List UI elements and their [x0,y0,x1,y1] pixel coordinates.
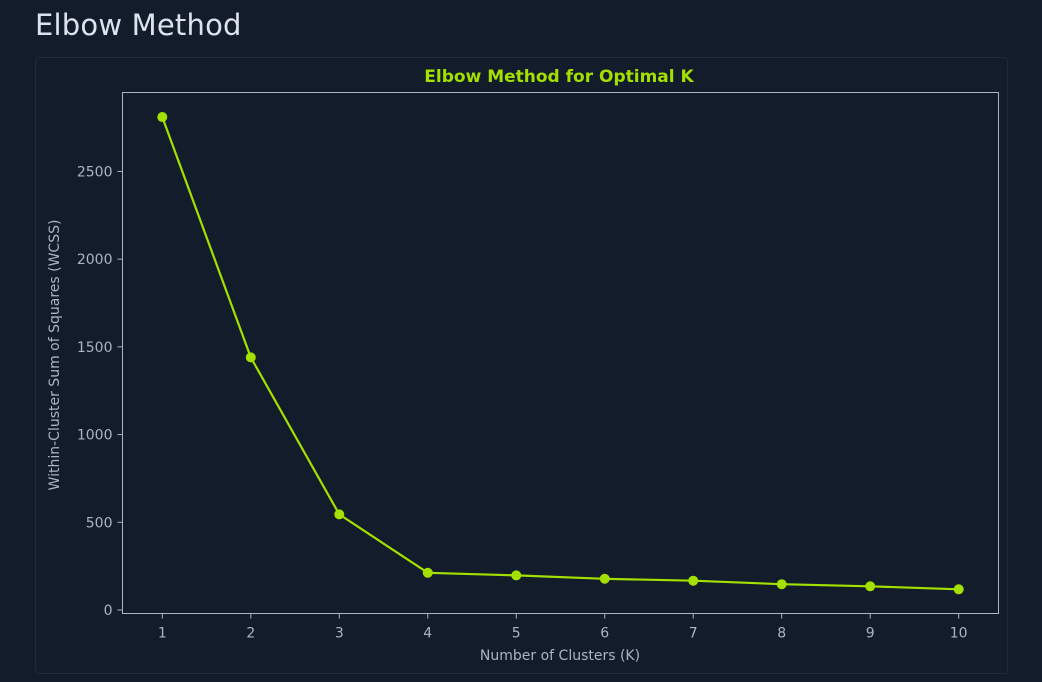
y-tick-label: 500 [86,515,113,531]
x-tick-label: 6 [600,626,609,642]
x-tick-label: 4 [423,626,432,642]
data-point [953,584,964,595]
data-point [865,581,876,592]
x-tick-label: 10 [950,626,968,642]
x-tick-label: 8 [777,626,786,642]
data-point [334,509,345,520]
data-point [688,575,699,586]
x-tick-label: 3 [335,626,344,642]
chart-card [35,57,1008,674]
page-title: Elbow Method [35,8,242,42]
x-axis-label: Number of Clusters (K) [480,648,640,664]
data-point [776,579,787,590]
y-tick-label: 2000 [77,252,113,268]
y-tick-label: 2500 [77,164,113,180]
y-axis: 0 500 1000 1500 2000 2500 [77,164,123,619]
y-axis-label: Within-Cluster Sum of Squares (WCSS) [47,220,63,491]
plot-area [122,92,999,614]
data-point [245,352,256,363]
data-point [511,570,522,581]
x-tick-label: 9 [866,626,875,642]
wcss-line [161,116,959,591]
data-point [599,573,610,584]
x-tick-label: 1 [158,626,167,642]
chart-title: Elbow Method for Optimal K [424,67,694,87]
y-tick-label: 0 [104,603,113,619]
data-point [157,112,168,123]
x-tick-label: 5 [512,626,521,642]
y-tick-label: 1500 [77,340,113,356]
x-axis: 1 2 3 4 5 6 7 8 9 10 [158,613,968,642]
data-point [422,567,433,578]
y-tick-label: 1000 [77,428,113,444]
x-tick-label: 7 [689,626,698,642]
x-tick-label: 2 [246,626,255,642]
data-points [157,112,964,595]
